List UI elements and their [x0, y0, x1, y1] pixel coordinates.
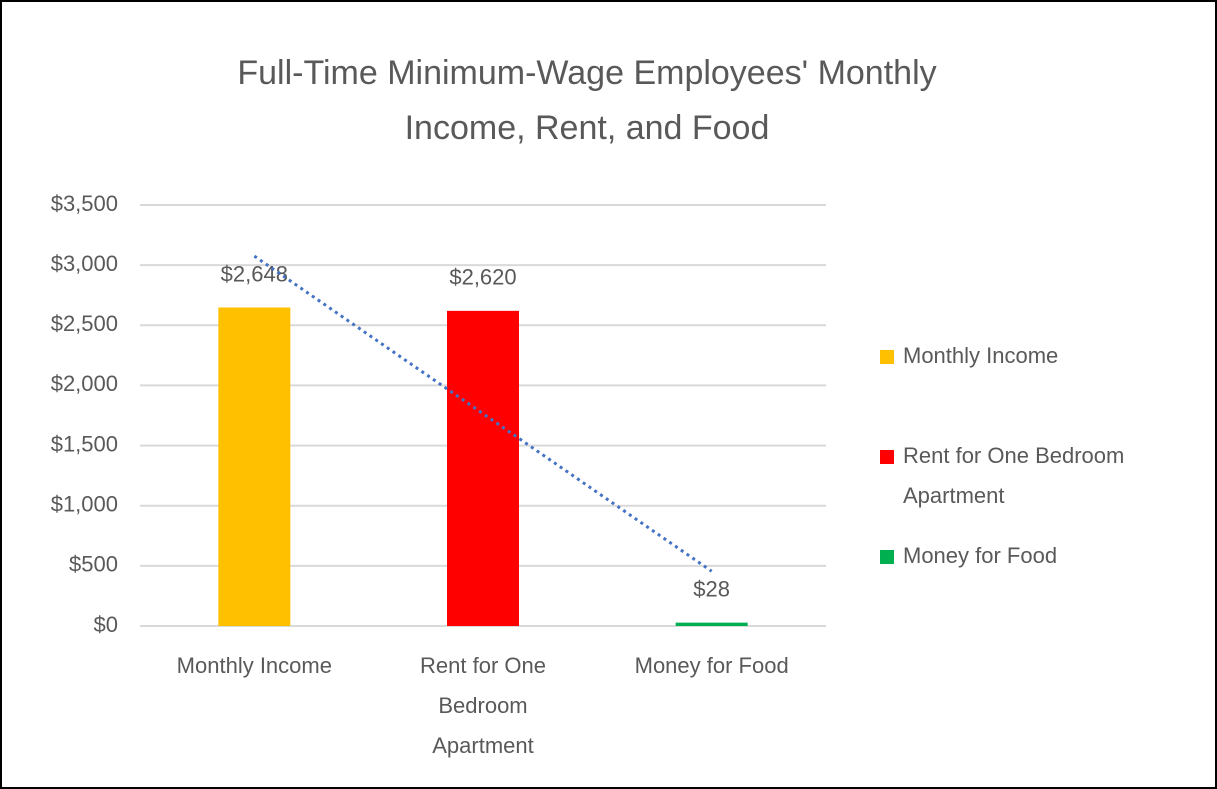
x-tick-label: Rent for One Bedroom Apartment — [420, 653, 546, 758]
legend-label: Money for Food — [903, 543, 1057, 568]
y-tick-label: $1,500 — [51, 431, 118, 456]
legend-swatch — [880, 350, 894, 364]
legend-label: Monthly Income — [903, 343, 1058, 368]
legend-swatch — [880, 550, 894, 564]
legend-label: Rent for One Bedroom Apartment — [903, 443, 1124, 508]
data-label: $2,620 — [449, 265, 516, 290]
y-tick-label: $2,000 — [51, 371, 118, 396]
bar — [447, 310, 519, 626]
y-tick-label: $1,000 — [51, 492, 118, 517]
chart-title: Full-Time Minimum-Wage Employees' Monthl… — [237, 54, 936, 147]
y-tick-label: $3,000 — [51, 251, 118, 276]
bar — [218, 307, 291, 626]
x-tick-label: Money for Food — [635, 653, 789, 678]
legend-swatch — [880, 450, 894, 464]
data-label: $2,648 — [221, 261, 288, 286]
x-tick-label: Monthly Income — [177, 653, 332, 678]
y-tick-label: $2,500 — [51, 311, 118, 336]
bar — [675, 622, 748, 626]
y-tick-label: $3,500 — [51, 191, 118, 216]
trendline — [253, 254, 713, 573]
y-tick-label: $0 — [94, 612, 118, 637]
y-tick-label: $500 — [69, 552, 118, 577]
data-label: $28 — [693, 576, 730, 601]
